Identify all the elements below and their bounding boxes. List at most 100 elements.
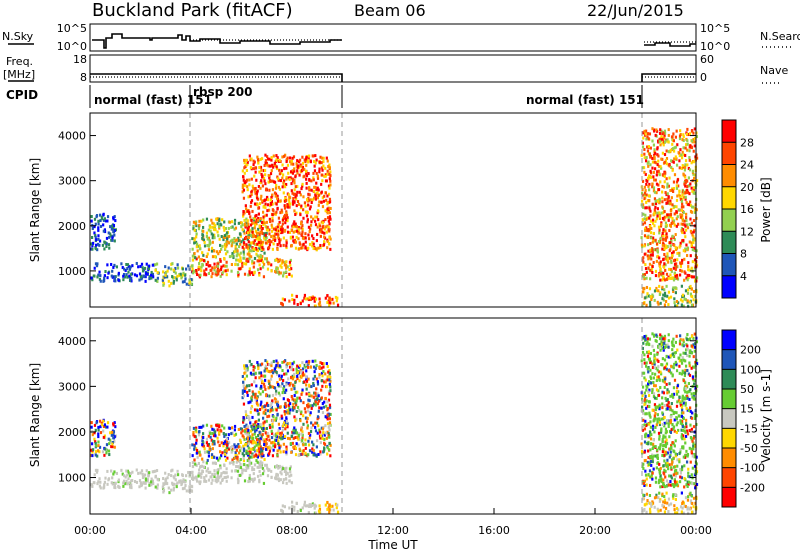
power-point: [326, 239, 329, 243]
velocity-point: [329, 443, 332, 447]
power-point: [685, 212, 688, 216]
power-point: [310, 215, 313, 219]
velocity-point: [336, 510, 340, 514]
power-point: [268, 243, 271, 247]
velocity-point: [681, 369, 684, 373]
velocity-point: [672, 442, 675, 446]
power-point: [284, 185, 287, 189]
power-point: [201, 236, 204, 240]
power-point: [687, 166, 690, 170]
power-point: [663, 136, 666, 140]
power-point: [246, 209, 249, 213]
velocity-point: [109, 438, 112, 442]
power-point: [243, 218, 246, 222]
power-point: [686, 246, 690, 250]
power-point: [203, 240, 206, 244]
velocity-point: [336, 503, 339, 507]
power-point: [110, 262, 113, 266]
power-point: [666, 201, 669, 205]
power-point: [328, 166, 332, 170]
power-point: [220, 265, 223, 269]
velocity-point: [314, 511, 317, 515]
power-point: [263, 163, 266, 167]
power-point: [285, 213, 289, 217]
power-point: [256, 259, 259, 263]
power-point: [278, 229, 282, 233]
power-point: [308, 242, 312, 246]
power-point: [260, 244, 263, 248]
velocity-point: [672, 354, 676, 358]
power-point: [213, 255, 217, 259]
power-point: [279, 225, 282, 229]
velocity-point: [657, 359, 660, 363]
power-point: [661, 231, 664, 235]
power-point: [673, 157, 676, 161]
power-point: [690, 303, 694, 307]
power-point: [199, 266, 202, 270]
velocity-point: [664, 427, 668, 431]
velocity-point: [112, 422, 115, 426]
velocity-point: [642, 424, 645, 428]
power-point: [676, 251, 679, 255]
velocity-point: [671, 365, 674, 369]
velocity-point: [162, 490, 165, 494]
velocity-point: [241, 375, 244, 379]
power-point: [658, 263, 662, 267]
velocity-point: [643, 450, 646, 454]
power-point: [688, 168, 692, 172]
velocity-point: [660, 429, 663, 433]
velocity-point: [93, 431, 96, 435]
velocity-point: [280, 508, 283, 512]
velocity-point: [234, 469, 237, 473]
power-point: [292, 202, 295, 206]
velocity-point: [262, 374, 265, 378]
velocity-point: [117, 480, 120, 484]
power-point: [688, 192, 691, 196]
power-point: [107, 271, 110, 275]
power-point: [281, 210, 284, 214]
power-point: [650, 236, 653, 240]
power-point: [205, 273, 208, 277]
velocity-point: [235, 460, 238, 464]
power-point: [692, 172, 695, 176]
power-point: [243, 231, 246, 235]
velocity-point: [328, 382, 331, 386]
velocity-point: [675, 480, 678, 484]
velocity-point: [263, 385, 266, 389]
velocity-point: [651, 455, 654, 459]
velocity-point: [205, 437, 209, 441]
velocity-point: [651, 460, 654, 464]
power-point: [225, 260, 228, 264]
velocity-point: [266, 409, 270, 413]
power-point: [681, 164, 684, 168]
velocity-point: [676, 458, 679, 462]
velocity-point: [648, 388, 651, 392]
velocity-point: [651, 344, 654, 348]
power-point: [276, 196, 279, 200]
power-point: [274, 228, 277, 232]
power-point: [664, 221, 668, 225]
power-point: [681, 138, 684, 142]
power-point: [99, 219, 102, 223]
power-point: [332, 301, 335, 305]
velocity-point: [270, 431, 274, 435]
power-point: [205, 217, 209, 221]
velocity-point: [311, 502, 314, 506]
power-point: [91, 278, 94, 282]
power-point: [263, 199, 266, 203]
velocity-point: [286, 431, 289, 435]
power-point: [242, 178, 245, 182]
power-point: [272, 165, 275, 169]
velocity-point: [205, 461, 208, 465]
velocity-point: [315, 453, 318, 457]
power-point: [691, 295, 694, 299]
power-point: [144, 279, 147, 283]
velocity-point: [258, 480, 261, 484]
power-point: [205, 255, 208, 259]
velocity-point: [279, 478, 282, 482]
velocity-point: [242, 402, 246, 406]
power-point: [223, 228, 226, 232]
power-point: [171, 275, 174, 279]
velocity-point: [307, 398, 310, 402]
power-point: [649, 303, 652, 307]
